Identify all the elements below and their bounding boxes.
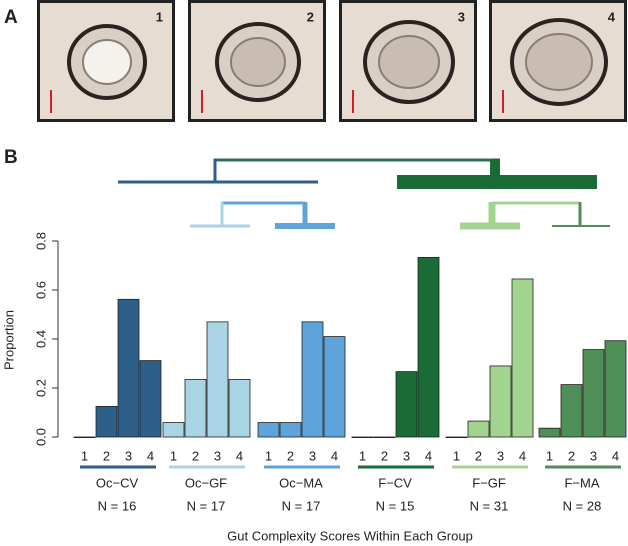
x-tick-label: 2 bbox=[568, 448, 575, 463]
tissue-inner bbox=[230, 37, 286, 87]
group-n: N = 17 bbox=[282, 498, 321, 513]
x-tick-label: 2 bbox=[192, 448, 199, 463]
x-tick-label: 4 bbox=[147, 448, 154, 463]
bar bbox=[228, 379, 251, 438]
dendrogram bbox=[118, 158, 610, 230]
tissue-inner bbox=[378, 35, 440, 89]
group-name: Oc−MA bbox=[279, 475, 323, 490]
bar bbox=[162, 422, 185, 438]
y-tick-label: 0.6 bbox=[33, 281, 48, 299]
bar bbox=[257, 422, 280, 438]
x-tick-label: 4 bbox=[331, 448, 338, 463]
x-tick-label: 4 bbox=[425, 448, 432, 463]
bar bbox=[73, 436, 96, 439]
x-tick-label: 3 bbox=[590, 448, 597, 463]
bar bbox=[467, 420, 490, 438]
bar bbox=[279, 422, 302, 438]
bar bbox=[139, 360, 162, 438]
x-tick-label: 3 bbox=[403, 448, 410, 463]
y-tick-label: 0.0 bbox=[33, 428, 48, 446]
bar bbox=[323, 336, 346, 438]
bar bbox=[511, 278, 534, 438]
group-name: Oc−GF bbox=[185, 475, 227, 490]
image-number: 4 bbox=[608, 9, 616, 24]
group-n: N = 15 bbox=[376, 498, 415, 513]
bar bbox=[604, 340, 627, 438]
x-tick-label: 1 bbox=[265, 448, 272, 463]
group-n: N = 31 bbox=[470, 498, 509, 513]
panel-label: B bbox=[4, 147, 18, 168]
group-name: F−CV bbox=[378, 475, 412, 490]
group-name: F−MA bbox=[564, 475, 599, 490]
y-axis-label: Proportion bbox=[1, 310, 16, 370]
x-tick-label: 3 bbox=[309, 448, 316, 463]
group-name: F−GF bbox=[472, 475, 506, 490]
bar bbox=[395, 371, 418, 438]
bar bbox=[489, 365, 512, 438]
x-tick-label: 2 bbox=[287, 448, 294, 463]
bar bbox=[445, 436, 468, 439]
bar bbox=[301, 321, 324, 438]
x-tick-label: 1 bbox=[453, 448, 460, 463]
x-tick-label: 4 bbox=[612, 448, 619, 463]
group-n: N = 16 bbox=[98, 498, 137, 513]
image-number: 1 bbox=[156, 9, 163, 24]
group-name: Oc−CV bbox=[96, 475, 139, 490]
bar bbox=[417, 257, 440, 438]
y-tick-label: 0.4 bbox=[33, 330, 48, 348]
x-tick-label: 4 bbox=[519, 448, 526, 463]
x-axis-label: Gut Complexity Scores Within Each Group bbox=[227, 528, 473, 543]
image-number: 2 bbox=[307, 9, 314, 24]
bar bbox=[373, 436, 396, 439]
x-tick-label: 4 bbox=[236, 448, 243, 463]
bar bbox=[117, 298, 140, 438]
bar bbox=[184, 379, 207, 438]
y-tick-label: 0.2 bbox=[33, 379, 48, 397]
tissue-inner bbox=[525, 33, 593, 91]
bar bbox=[560, 384, 583, 438]
x-tick-label: 1 bbox=[81, 448, 88, 463]
tissue-inner bbox=[82, 39, 132, 85]
x-tick-label: 3 bbox=[125, 448, 132, 463]
x-tick-label: 1 bbox=[170, 448, 177, 463]
bar bbox=[95, 405, 118, 438]
x-tick-label: 2 bbox=[103, 448, 110, 463]
x-tick-label: 1 bbox=[546, 448, 553, 463]
x-tick-label: 3 bbox=[214, 448, 221, 463]
group-n: N = 28 bbox=[563, 498, 602, 513]
x-tick-label: 3 bbox=[497, 448, 504, 463]
x-tick-label: 2 bbox=[381, 448, 388, 463]
group-n: N = 17 bbox=[187, 498, 226, 513]
x-tick-label: 1 bbox=[359, 448, 366, 463]
image-number: 3 bbox=[458, 9, 465, 24]
y-tick-label: 0.8 bbox=[33, 232, 48, 250]
bar bbox=[538, 427, 561, 438]
bar bbox=[206, 321, 229, 438]
bar bbox=[351, 436, 374, 439]
panel-label: A bbox=[4, 7, 18, 28]
bar bbox=[582, 349, 605, 438]
x-tick-label: 2 bbox=[475, 448, 482, 463]
